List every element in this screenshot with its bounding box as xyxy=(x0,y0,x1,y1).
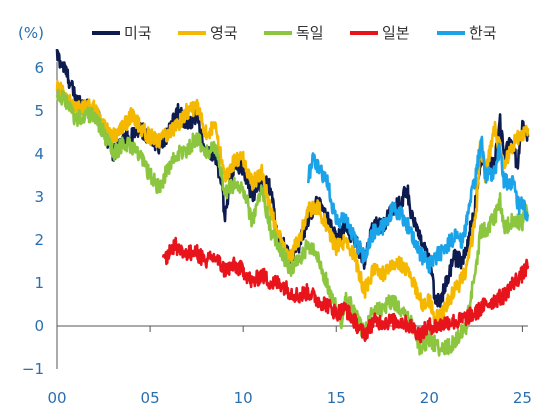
y-tick-label: 0 xyxy=(34,317,44,335)
legend: 미국 영국 독일 일본 한국 xyxy=(92,24,497,42)
series-line-3 xyxy=(55,88,530,357)
y-tick-label: 4 xyxy=(34,145,44,163)
series-line-4 xyxy=(161,236,530,344)
x-tick-label: 15 xyxy=(327,389,346,407)
unit-label: (%) xyxy=(18,24,44,42)
series-group xyxy=(55,49,530,357)
legend-label: 일본 xyxy=(382,24,410,42)
y-tick-label: 1 xyxy=(34,274,44,292)
series-line-2 xyxy=(55,80,530,326)
y-tick-label: 2 xyxy=(34,231,44,249)
y-tick-label: 5 xyxy=(34,102,44,120)
legend-label: 미국 xyxy=(124,24,152,42)
series-line-5 xyxy=(307,135,530,274)
y-tick-label: −1 xyxy=(22,360,44,378)
x-tick-label: 25 xyxy=(513,389,532,407)
legend-label: 영국 xyxy=(210,24,238,42)
x-tick-label: 20 xyxy=(420,389,439,407)
x-tick-label: 00 xyxy=(47,389,66,407)
x-tick-label: 05 xyxy=(141,389,160,407)
legend-label: 독일 xyxy=(296,24,324,42)
legend-label: 한국 xyxy=(469,24,497,42)
x-tick-label: 10 xyxy=(234,389,253,407)
axes: −1 0 1 2 3 4 5 6 00 05 10 15 20 25 xyxy=(22,59,532,407)
y-tick-label: 3 xyxy=(34,188,44,206)
y-tick-label: 6 xyxy=(34,59,44,77)
